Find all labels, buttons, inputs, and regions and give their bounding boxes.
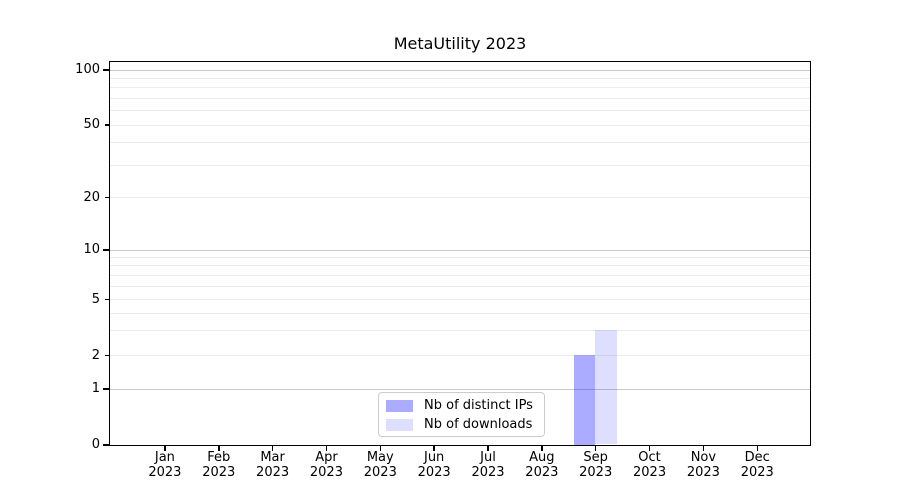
legend-item-distinct-ips: Nb of distinct IPs xyxy=(379,397,544,416)
x-tick xyxy=(379,446,382,451)
bar-distinct-ips xyxy=(573,355,596,445)
y-tick-label: 5 xyxy=(91,291,100,307)
gridline-minor xyxy=(109,285,810,287)
y-tick xyxy=(102,249,109,251)
y-tick xyxy=(104,124,109,126)
legend-label-downloads: Nb of downloads xyxy=(424,417,533,432)
x-tick-label: Jan 2023 xyxy=(148,450,182,480)
gridline-minor xyxy=(109,265,810,267)
gridline-minor xyxy=(109,330,810,332)
y-tick-label: 0 xyxy=(91,437,100,452)
gridline-minor xyxy=(109,197,810,198)
x-tick xyxy=(218,446,220,451)
x-tick-label: May 2023 xyxy=(363,450,397,480)
x-tick-label: Jun 2023 xyxy=(417,450,451,480)
y-tick xyxy=(104,196,109,199)
x-tick xyxy=(325,446,328,451)
x-tick-label: Nov 2023 xyxy=(686,450,720,480)
gridline-major xyxy=(109,388,810,390)
x-tick-label: Mar 2023 xyxy=(256,450,290,480)
plot-area xyxy=(108,60,811,446)
gridline-minor xyxy=(109,274,810,276)
x-tick-label: Jul 2023 xyxy=(471,450,505,480)
x-tick-label: Apr 2023 xyxy=(309,450,343,480)
y-tick-label: 2 xyxy=(91,347,100,363)
x-tick-label: Aug 2023 xyxy=(525,450,559,480)
x-tick xyxy=(756,446,758,451)
y-tick-label: 50 xyxy=(83,117,100,132)
chart-title: MetaUtility 2023 xyxy=(393,34,527,53)
y-tick xyxy=(104,354,109,357)
gridline-major xyxy=(109,249,810,251)
gridline-minor xyxy=(109,355,810,356)
x-tick xyxy=(271,446,274,451)
x-tick-label: Oct 2023 xyxy=(633,450,667,480)
legend: Nb of distinct IPs Nb of downloads xyxy=(378,391,545,437)
y-tick xyxy=(102,69,109,71)
y-tick-label: 20 xyxy=(83,189,100,205)
gridline-minor xyxy=(109,97,810,99)
y-tick-label: 1 xyxy=(91,381,100,396)
gridline-minor xyxy=(109,77,810,79)
y-tick xyxy=(102,444,109,446)
legend-swatch-distinct-ips xyxy=(386,400,413,412)
x-tick xyxy=(541,446,543,451)
gridline-minor xyxy=(109,142,810,144)
y-tick-label: 100 xyxy=(75,62,100,77)
gridline-minor xyxy=(109,164,810,166)
x-tick xyxy=(487,446,489,451)
gridline-major xyxy=(109,69,810,71)
x-tick xyxy=(164,446,166,451)
gridline-minor xyxy=(109,124,810,126)
bar-downloads xyxy=(595,330,617,445)
x-tick xyxy=(594,446,597,451)
gridline-minor xyxy=(109,257,810,259)
y-tick xyxy=(102,388,109,390)
y-tick xyxy=(104,298,109,301)
y-tick-label: 10 xyxy=(83,242,100,257)
legend-item-downloads: Nb of downloads xyxy=(379,416,544,435)
x-tick xyxy=(433,446,435,451)
legend-label-distinct-ips: Nb of distinct IPs xyxy=(424,398,533,413)
gridline-minor xyxy=(109,312,810,314)
gridline-minor xyxy=(109,299,810,300)
x-tick-label: Dec 2023 xyxy=(740,450,774,480)
x-tick xyxy=(702,446,705,451)
x-tick-label: Sep 2023 xyxy=(579,450,613,480)
x-tick-label: Feb 2023 xyxy=(202,450,236,480)
legend-swatch-downloads xyxy=(386,419,413,431)
gridline-minor xyxy=(109,110,810,112)
x-tick xyxy=(648,446,651,451)
gridline-minor xyxy=(109,87,810,89)
